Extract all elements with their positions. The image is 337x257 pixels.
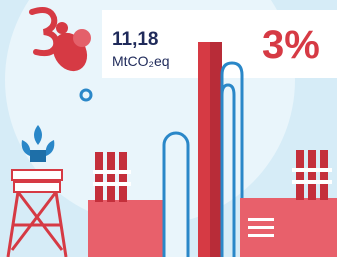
tower [164, 133, 188, 257]
stat-share: 3% [262, 23, 320, 67]
chimney [198, 42, 222, 257]
stat-unit: MtCO₂eq [112, 53, 170, 69]
page: {"stat": {"value": "11,18", "unit": "MtC… [0, 0, 337, 257]
stat-value: 11,18 [112, 29, 159, 50]
infographic: 11,18 MtCO₂eq 3% [0, 0, 337, 257]
